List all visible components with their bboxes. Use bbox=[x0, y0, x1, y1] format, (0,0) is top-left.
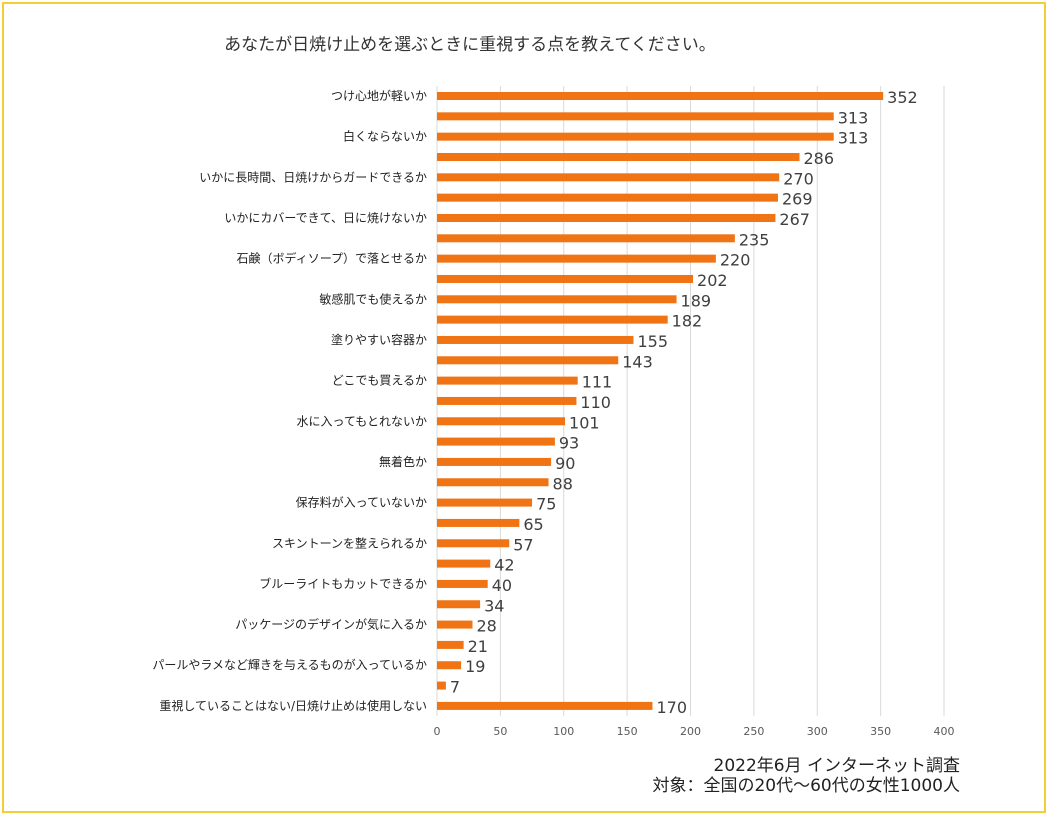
bar bbox=[437, 112, 834, 121]
category-label: 石鹸（ボディソープ）で落とせるか bbox=[237, 251, 427, 266]
x-tick-label: 50 bbox=[493, 725, 507, 738]
bar bbox=[437, 478, 549, 487]
value-label: 170 bbox=[656, 698, 687, 717]
bar bbox=[437, 437, 555, 446]
bar bbox=[437, 132, 834, 141]
value-labels: 3523133132862702692672352202021891821551… bbox=[450, 88, 918, 717]
category-label: ブルーライトもカットできるか bbox=[259, 576, 427, 591]
value-label: 40 bbox=[492, 576, 512, 595]
value-label: 189 bbox=[681, 291, 712, 310]
category-labels: つけ心地が軽いか白くならないかいかに長時間、日焼けからガードできるかいかにカバー… bbox=[152, 88, 427, 713]
bar bbox=[437, 92, 884, 100]
bar bbox=[437, 559, 491, 568]
value-label: 28 bbox=[476, 617, 496, 636]
category-label: 水に入ってもとれないか bbox=[296, 414, 427, 428]
bar bbox=[437, 681, 446, 690]
x-tick-label: 400 bbox=[934, 725, 955, 738]
value-label: 220 bbox=[720, 251, 751, 270]
chart-title: あなたが日焼け止めを選ぶときに重視する点を教えてください。 bbox=[224, 35, 716, 55]
value-label: 21 bbox=[468, 637, 488, 656]
bar bbox=[437, 254, 716, 263]
category-label: いかにカバーできて、日に焼けないか bbox=[224, 211, 427, 225]
category-label: 保存料が入っていないか bbox=[296, 495, 427, 510]
category-label: 重視していることはない/日焼け止めは使用しない bbox=[159, 698, 427, 713]
category-label: 敏感肌でも使えるか bbox=[319, 291, 427, 306]
x-axis-ticks: 0 50 100 150 200 250 300 350 400 bbox=[434, 725, 955, 738]
value-label: 110 bbox=[580, 393, 611, 412]
bar bbox=[437, 498, 533, 507]
value-label: 182 bbox=[672, 312, 703, 331]
x-tick-label: 0 bbox=[434, 725, 441, 738]
value-label: 19 bbox=[465, 657, 485, 676]
value-label: 352 bbox=[887, 88, 918, 107]
category-label: いかに長時間、日焼けからガードできるか bbox=[199, 170, 427, 184]
bar bbox=[437, 234, 735, 243]
bar bbox=[437, 579, 488, 588]
bar bbox=[437, 152, 800, 161]
bar bbox=[437, 193, 778, 202]
value-label: 34 bbox=[484, 596, 504, 615]
bar bbox=[437, 213, 776, 222]
category-label: 無着色か bbox=[379, 454, 427, 469]
category-label: 塗りやすい容器か bbox=[331, 332, 427, 347]
x-tick-label: 150 bbox=[617, 725, 638, 738]
x-tick-label: 250 bbox=[743, 725, 764, 738]
value-label: 111 bbox=[582, 373, 613, 392]
bar bbox=[437, 274, 694, 283]
value-label: 155 bbox=[637, 332, 668, 351]
category-label: 白くならないか bbox=[343, 129, 427, 144]
bar bbox=[437, 457, 552, 466]
value-label: 313 bbox=[838, 108, 869, 127]
value-label: 235 bbox=[739, 230, 770, 249]
bar bbox=[437, 356, 619, 365]
value-label: 42 bbox=[494, 556, 514, 575]
bar bbox=[437, 661, 462, 670]
survey-target-note: 対象：全国の20代～60代の女性1000人 bbox=[652, 776, 960, 796]
x-tick-label: 200 bbox=[680, 725, 701, 738]
value-label: 101 bbox=[569, 413, 600, 432]
bar bbox=[437, 335, 634, 344]
bar bbox=[437, 620, 473, 629]
category-label: どこでも買えるか bbox=[332, 374, 427, 388]
bars bbox=[437, 92, 884, 710]
value-label: 93 bbox=[559, 434, 579, 453]
bar bbox=[437, 417, 566, 426]
category-label: つけ心地が軽いか bbox=[331, 88, 427, 103]
value-label: 267 bbox=[779, 210, 810, 229]
category-label: パッケージのデザインが気に入るか bbox=[235, 617, 427, 632]
bar bbox=[437, 396, 577, 405]
bar bbox=[437, 701, 653, 710]
x-tick-label: 300 bbox=[807, 725, 828, 738]
bar bbox=[437, 173, 780, 182]
category-label: スキントーンを整えられるか bbox=[272, 535, 427, 550]
value-label: 88 bbox=[553, 474, 573, 493]
value-label: 143 bbox=[622, 352, 653, 371]
value-label: 65 bbox=[523, 515, 543, 534]
bar bbox=[437, 600, 481, 609]
bar bbox=[437, 376, 578, 385]
bar bbox=[437, 518, 520, 527]
value-label: 75 bbox=[536, 495, 556, 514]
value-label: 313 bbox=[838, 129, 869, 148]
value-label: 57 bbox=[513, 535, 533, 554]
value-label: 286 bbox=[804, 149, 835, 168]
bar bbox=[437, 539, 510, 548]
bar bbox=[437, 640, 464, 649]
bar bbox=[437, 295, 677, 304]
category-label: パールやラメなど輝きを与えるものが入っているか bbox=[152, 657, 427, 672]
x-tick-label: 100 bbox=[553, 725, 574, 738]
x-tick-label: 350 bbox=[870, 725, 891, 738]
survey-date-note: 2022年6月 インターネット調査 bbox=[713, 756, 960, 776]
value-label: 269 bbox=[782, 190, 813, 209]
value-label: 270 bbox=[783, 169, 814, 188]
bar bbox=[437, 315, 668, 324]
value-label: 90 bbox=[555, 454, 575, 473]
value-label: 202 bbox=[697, 271, 728, 290]
value-label: 7 bbox=[450, 678, 460, 697]
